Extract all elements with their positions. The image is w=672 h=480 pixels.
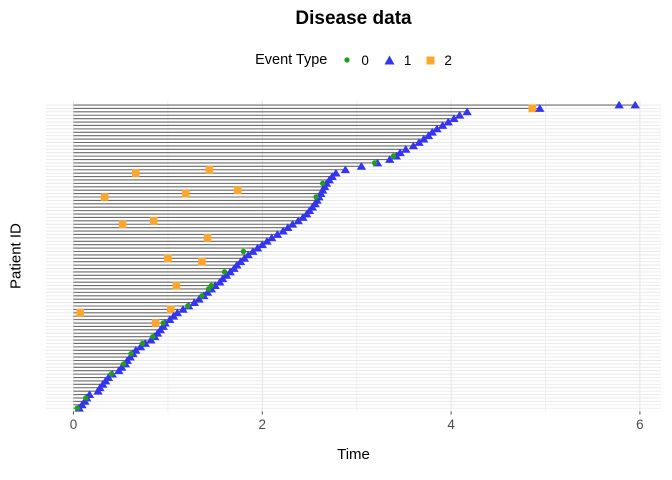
event1-marker <box>432 124 442 133</box>
legend: Event Type 0 1 2 <box>46 52 661 68</box>
x-tick-label: 0 <box>70 417 78 432</box>
legend-title: Event Type <box>255 52 328 68</box>
event1-marker <box>385 155 395 163</box>
event2-marker <box>203 234 212 242</box>
event1-marker <box>194 294 204 303</box>
event2-square-icon <box>426 56 435 64</box>
event1-marker <box>408 141 419 150</box>
event1-marker <box>267 233 277 242</box>
event1-marker <box>427 127 437 136</box>
event2-marker <box>198 257 206 266</box>
x-tick-label: 6 <box>636 417 644 432</box>
event1-marker <box>287 219 298 228</box>
event0-marker <box>208 282 215 289</box>
event0-marker <box>128 350 134 357</box>
event2-marker <box>100 193 109 201</box>
event1-marker <box>395 148 405 157</box>
event1-marker <box>414 138 424 146</box>
event0-marker <box>240 248 247 255</box>
event0-marker <box>139 340 146 347</box>
event1-marker <box>614 100 624 109</box>
event0-marker <box>74 405 80 411</box>
event1-marker <box>278 226 288 235</box>
event1-marker <box>172 308 183 317</box>
event0-marker <box>160 320 166 326</box>
event0-marker <box>108 371 114 377</box>
event1-marker <box>248 247 258 255</box>
event1-marker <box>131 345 141 354</box>
legend-item-2: 2 <box>426 53 452 68</box>
event1-marker <box>437 121 448 129</box>
event1-marker <box>401 145 411 153</box>
event1-marker <box>419 134 429 143</box>
event0-marker <box>313 194 319 200</box>
event1-marker <box>135 342 146 351</box>
legend-item-0: 0 <box>342 53 369 68</box>
event1-marker <box>178 305 188 313</box>
event2-marker <box>205 165 214 174</box>
event2-marker <box>118 220 127 229</box>
event2-marker <box>149 217 158 225</box>
x-axis-title: Time <box>337 446 370 463</box>
event1-marker <box>340 165 351 174</box>
event0-marker <box>150 333 156 340</box>
event0-marker <box>199 293 205 299</box>
event1-marker <box>331 168 341 177</box>
legend-item-2-label: 2 <box>444 52 452 68</box>
event2-marker <box>166 305 175 314</box>
event1-marker <box>535 104 545 112</box>
event0-marker <box>221 269 228 275</box>
legend-item-0-label: 0 <box>361 52 369 68</box>
event0-marker <box>120 361 127 367</box>
event1-marker <box>443 117 453 126</box>
event2-marker <box>528 104 537 113</box>
event2-marker <box>132 169 140 177</box>
event0-marker <box>371 160 378 166</box>
event1-triangle-icon <box>384 55 395 65</box>
event1-marker <box>462 107 472 116</box>
legend-item-1: 1 <box>384 52 412 68</box>
event1-marker <box>283 223 293 232</box>
event2-marker <box>172 281 181 290</box>
event1-marker <box>262 236 272 245</box>
event1-marker <box>454 110 465 119</box>
event2-marker <box>233 186 242 194</box>
event2-marker <box>182 189 190 198</box>
event2-marker <box>151 319 160 327</box>
event0-marker <box>390 153 397 159</box>
event1-marker <box>630 100 640 109</box>
event0-circle-icon <box>344 57 351 63</box>
chart-title: Disease data <box>295 8 412 29</box>
legend-item-1-label: 1 <box>403 52 412 68</box>
event0-marker <box>83 395 89 401</box>
event1-marker <box>243 250 253 259</box>
y-axis-title: Patient ID <box>7 223 25 289</box>
event0-marker <box>185 303 191 309</box>
event1-marker <box>252 243 263 252</box>
x-tick-label: 2 <box>259 417 267 432</box>
event1-marker <box>272 230 283 238</box>
event1-marker <box>189 298 200 306</box>
event2-marker <box>164 254 172 263</box>
event2-marker <box>76 309 84 317</box>
event1-marker <box>257 240 267 249</box>
event1-marker <box>293 216 303 225</box>
event0-marker <box>320 180 326 187</box>
event1-marker <box>356 162 367 170</box>
x-tick-label: 4 <box>447 417 455 432</box>
event1-marker <box>449 114 459 123</box>
